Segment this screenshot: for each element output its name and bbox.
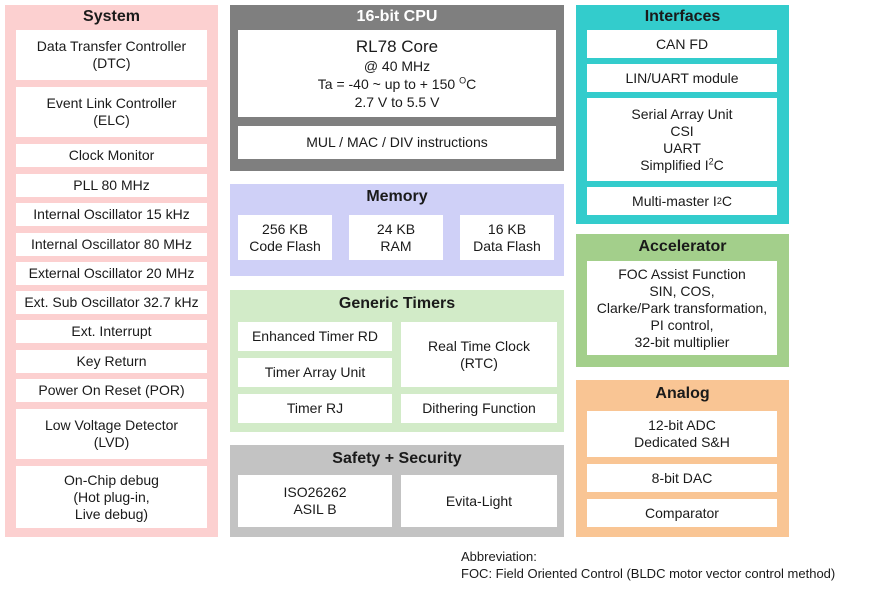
interface-can-fd: CAN FD (587, 30, 777, 58)
memory-panel: Memory 256 KB Code Flash 24 KB RAM 16 KB… (230, 184, 564, 276)
system-item-ext-interrupt: Ext. Interrupt (16, 320, 207, 343)
cpu-instructions: MUL / MAC / DIV instructions (238, 126, 556, 159)
cpu-freq: @ 40 MHz (363, 57, 431, 74)
system-item-elc: Event Link Controller (ELC) (16, 87, 207, 137)
safety-title: Safety + Security (332, 450, 462, 467)
safety-panel: Safety + Security ISO26262 ASIL B Evita-… (230, 445, 564, 537)
cpu-temp: Ta = -40 ~ up to + 150 OC (317, 74, 477, 92)
timer-rj: Timer RJ (238, 394, 392, 423)
interfaces-title: Interfaces (644, 8, 721, 25)
memory-code-flash: 256 KB Code Flash (238, 215, 332, 260)
memory-title: Memory (366, 188, 428, 205)
system-item-ext-osc: External Oscillator 20 MHz (16, 262, 207, 285)
accelerator-foc-assist: FOC Assist Function SIN, COS, Clarke/Par… (587, 261, 777, 355)
analog-adc: 12-bit ADC Dedicated S&H (587, 411, 777, 457)
analog-dac: 8-bit DAC (587, 464, 777, 492)
system-item-pll: PLL 80 MHz (16, 174, 207, 197)
safety-evita-light: Evita-Light (401, 475, 557, 527)
memory-data-flash: 16 KB Data Flash (460, 215, 554, 260)
footnote-text: FOC: Field Oriented Control (BLDC motor … (461, 566, 836, 581)
timer-dithering: Dithering Function (401, 394, 557, 423)
system-item-ext-sub-osc: Ext. Sub Oscillator 32.7 kHz (16, 291, 207, 314)
system-panel: System Data Transfer Controller (DTC) Ev… (5, 5, 218, 537)
interface-lin-uart: LIN/UART module (587, 64, 777, 92)
cpu-voltage: 2.7 V to 5.5 V (354, 93, 440, 110)
analog-comparator: Comparator (587, 499, 777, 527)
timer-rtc: Real Time Clock (RTC) (401, 322, 557, 387)
system-item-int-osc-15k: Internal Oscillator 15 kHz (16, 203, 207, 226)
cpu-core-name: RL78 Core (355, 36, 439, 56)
system-item-onchip-debug: On-Chip debug (Hot plug-in, Live debug) (16, 466, 207, 528)
system-title: System (83, 8, 140, 25)
system-item-lvd: Low Voltage Detector (LVD) (16, 409, 207, 459)
timer-array-unit: Timer Array Unit (238, 358, 392, 387)
system-item-por: Power On Reset (POR) (16, 379, 207, 402)
system-item-key-return: Key Return (16, 350, 207, 373)
timer-enhanced-rd: Enhanced Timer RD (238, 322, 392, 351)
cpu-core-box: RL78 Core @ 40 MHz Ta = -40 ~ up to + 15… (238, 30, 556, 117)
timers-panel: Generic Timers Enhanced Timer RD Timer A… (230, 290, 564, 432)
system-item-dtc: Data Transfer Controller (DTC) (16, 30, 207, 80)
safety-iso26262: ISO26262 ASIL B (238, 475, 392, 527)
timers-title: Generic Timers (338, 295, 456, 312)
cpu-panel: 16-bit CPU RL78 Core @ 40 MHz Ta = -40 ~… (230, 5, 564, 171)
accelerator-title: Accelerator (638, 238, 727, 255)
footnote-label: Abbreviation: (461, 549, 537, 564)
interface-serial-array-unit: Serial Array Unit CSI UART Simplified I2… (587, 98, 777, 181)
system-item-clock-monitor: Clock Monitor (16, 144, 207, 167)
memory-ram: 24 KB RAM (349, 215, 443, 260)
cpu-title: 16-bit CPU (356, 8, 438, 25)
system-item-int-osc-80m: Internal Oscillator 80 MHz (16, 233, 207, 256)
accelerator-panel: Accelerator FOC Assist Function SIN, COS… (576, 234, 789, 367)
analog-title: Analog (655, 385, 710, 402)
interfaces-panel: Interfaces CAN FD LIN/UART module Serial… (576, 5, 789, 224)
analog-panel: Analog 12-bit ADC Dedicated S&H 8-bit DA… (576, 380, 789, 537)
